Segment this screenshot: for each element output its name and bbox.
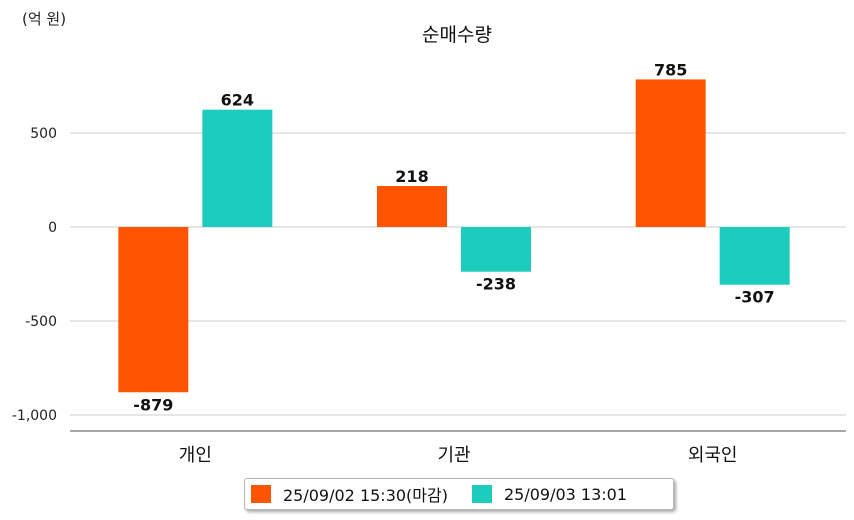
legend-swatch-series-2 bbox=[471, 485, 492, 503]
legend-label-series-1: 25/09/02 15:30(마감) bbox=[283, 486, 448, 505]
x-tick-label: 외국인 bbox=[688, 445, 738, 466]
y-tick-label: -1,000 bbox=[12, 408, 57, 424]
y-tick-label: -500 bbox=[25, 314, 57, 330]
legend-item-series-1[interactable]: 25/09/02 15:30(마감) bbox=[251, 482, 448, 506]
bar bbox=[118, 227, 189, 393]
bar bbox=[719, 227, 790, 285]
unit-label: (억 원) bbox=[22, 10, 67, 28]
y-tick-label: 0 bbox=[48, 220, 57, 236]
data-label: -307 bbox=[735, 288, 775, 307]
x-tick-label: 기관 bbox=[437, 445, 470, 466]
data-label: 218 bbox=[395, 167, 428, 186]
x-tick-label: 개인 bbox=[179, 445, 212, 466]
data-label: -879 bbox=[133, 395, 173, 414]
legend: 25/09/02 15:30(마감) 25/09/03 13:01 bbox=[244, 478, 674, 510]
bar bbox=[202, 109, 273, 227]
bar bbox=[635, 79, 706, 227]
legend-label-series-2: 25/09/03 13:01 bbox=[503, 484, 628, 504]
data-label: 785 bbox=[654, 60, 687, 79]
bar bbox=[377, 186, 447, 227]
chart-title: 순매수량 bbox=[422, 24, 492, 46]
y-tick-label: 500 bbox=[30, 126, 57, 142]
legend-item-series-2[interactable]: 25/09/03 13:01 bbox=[471, 484, 628, 504]
data-label: 624 bbox=[221, 91, 254, 110]
data-label: -238 bbox=[476, 275, 516, 294]
bar bbox=[461, 227, 531, 272]
legend-swatch-series-1 bbox=[251, 485, 271, 503]
